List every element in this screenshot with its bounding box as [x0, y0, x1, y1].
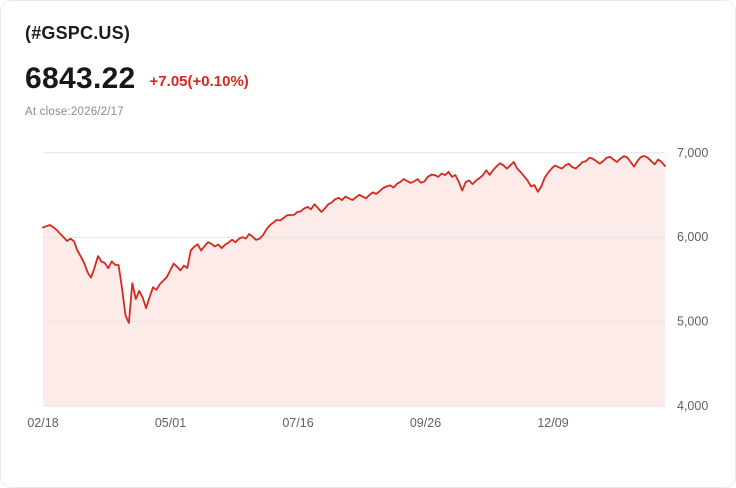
price-chart-container: 7,000 6,000 5,000 4,000 02/18 05/01 07/16 09/26…: [25, 134, 711, 439]
x-axis-tick-label: 07/16: [282, 416, 313, 430]
y-axis-tick-label: 4,000: [677, 399, 708, 413]
symbol-title: (#GSPC.US): [25, 23, 131, 43]
y-axis-tick-label: 6,000: [677, 230, 708, 244]
y-axis-tick-label: 7,000: [677, 146, 708, 160]
x-axis-tick-label: 05/01: [155, 416, 186, 430]
price-chart-svg: 7,000 6,000 5,000 4,000 02/18 05/01 07/16 09/26…: [27, 146, 708, 430]
price-change: +7.05(+0.10%): [149, 73, 249, 90]
x-axis-tick-label: 12/09: [537, 416, 568, 430]
price-area-fill: [43, 156, 665, 406]
last-price: 6843.22: [25, 62, 136, 95]
x-axis-tick-label: 09/26: [410, 416, 441, 430]
price-row: 6843.22 +7.05(+0.10%): [25, 62, 711, 96]
price-line: [42, 155, 666, 324]
x-axis-tick-label: 02/18: [27, 416, 58, 430]
close-time-label: At close:2026/2/17: [25, 106, 124, 118]
y-axis-tick-label: 5,000: [677, 315, 708, 329]
